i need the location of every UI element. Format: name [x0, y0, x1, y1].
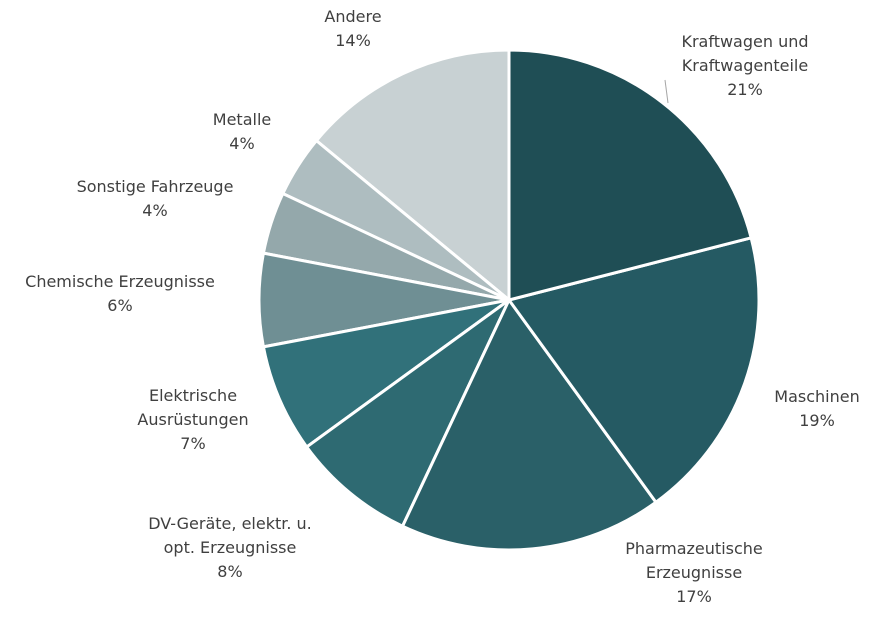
category-label: Elektrische Ausrüstungen: [137, 386, 249, 429]
value-label: 6%: [107, 296, 133, 315]
pie-slice: [314, 48, 511, 304]
slice-label: DV-Geräte, elektr. u. opt. Erzeugnisse 8%: [138, 512, 323, 584]
value-label: 4%: [142, 201, 168, 220]
value-label: 21%: [727, 80, 763, 99]
slice-label: Chemische Erzeugnisse 6%: [0, 270, 250, 318]
slice-label: Elektrische Ausrüstungen 7%: [118, 384, 268, 456]
pie-slice: [507, 48, 753, 302]
leader-line: [664, 79, 669, 104]
category-label: Maschinen: [774, 387, 860, 406]
value-label: 8%: [217, 562, 243, 581]
category-label: Sonstige Fahrzeuge: [76, 177, 234, 196]
slice-label: Metalle 4%: [182, 108, 302, 156]
slice-label: Andere 14%: [293, 5, 413, 53]
category-label: DV-Geräte, elektr. u. opt. Erzeugnisse: [148, 514, 312, 557]
category-label: Pharmazeutische Erzeugnisse: [625, 539, 763, 582]
category-label: Chemische Erzeugnisse: [25, 272, 215, 291]
pie-slice: [304, 298, 511, 529]
value-label: 4%: [229, 134, 255, 153]
value-label: 14%: [335, 31, 371, 50]
value-label: 17%: [676, 587, 712, 606]
category-label: Andere: [324, 7, 382, 26]
value-label: 7%: [180, 434, 206, 453]
slice-label: Pharmazeutische Erzeugnisse 17%: [609, 537, 779, 609]
pie-slice: [261, 298, 510, 450]
slice-label: Maschinen 19%: [747, 385, 873, 433]
category-label: Metalle: [212, 110, 272, 129]
slice-label: Sonstige Fahrzeuge 4%: [55, 175, 255, 223]
pie-slice: [506, 236, 761, 505]
value-label: 19%: [799, 411, 835, 430]
slice-label: Kraftwagen und Kraftwagenteile 21%: [670, 30, 820, 102]
category-label: Kraftwagen und Kraftwagenteile: [681, 32, 809, 75]
pie-slice: [400, 297, 659, 552]
